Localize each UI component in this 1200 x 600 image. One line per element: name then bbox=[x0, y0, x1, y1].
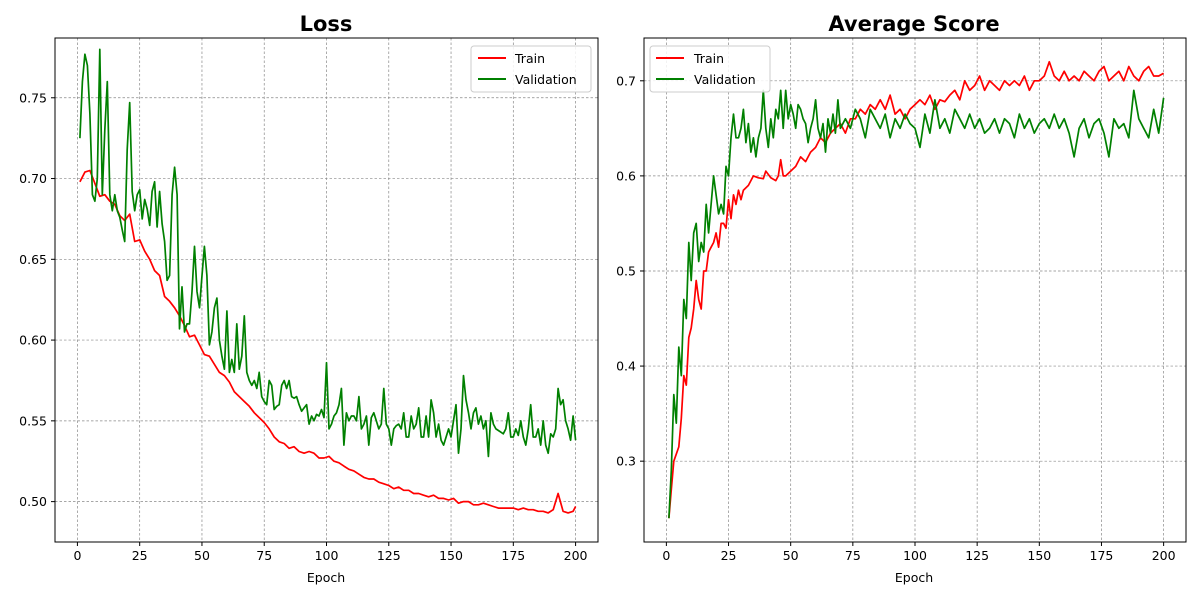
x-tick-label: 25 bbox=[132, 548, 148, 563]
legend-label-validation: Validation bbox=[694, 72, 756, 87]
ticks-group: 0 25 50 75 100 125 150 175 200 0.3 0.4 0.5 0.6 0.7 bbox=[616, 73, 1175, 563]
legend-label-validation: Validation bbox=[515, 72, 577, 87]
legend: Train Validation bbox=[649, 45, 771, 93]
x-tick-label: 75 bbox=[845, 548, 861, 563]
x-tick-label: 0 bbox=[662, 548, 670, 563]
x-axis-label: Epoch bbox=[895, 570, 933, 585]
x-tick-label: 50 bbox=[194, 548, 210, 563]
legend: Train Validation bbox=[470, 45, 592, 93]
x-tick-label: 100 bbox=[315, 548, 339, 563]
average-score-chart: Average Score 0 25 50 75 100 125 150 175 2000.30… bbox=[616, 12, 1187, 585]
x-tick-label: 200 bbox=[564, 548, 588, 563]
chart-title: Loss bbox=[300, 12, 353, 36]
x-tick-label: 125 bbox=[965, 548, 989, 563]
y-tick-label: 0.55 bbox=[19, 413, 47, 428]
y-tick-label: 0.4 bbox=[616, 359, 636, 374]
grid bbox=[644, 38, 1186, 542]
x-tick-label: 175 bbox=[1090, 548, 1114, 563]
x-tick-label: 75 bbox=[256, 548, 272, 563]
axes-frame bbox=[643, 37, 1187, 543]
axes-frame bbox=[54, 37, 599, 543]
x-tick-label: 50 bbox=[783, 548, 799, 563]
loss-chart: Loss 0 25 50 75 100 125 150 175 2000.500.550.600… bbox=[19, 12, 599, 585]
x-tick-label: 150 bbox=[1027, 548, 1051, 563]
series-line-train bbox=[79, 169, 577, 514]
series-group bbox=[668, 60, 1165, 519]
y-tick-label: 0.75 bbox=[19, 90, 47, 105]
x-axis-label: Epoch bbox=[307, 570, 345, 585]
x-tick-label: 200 bbox=[1152, 548, 1176, 563]
y-tick-label: 0.50 bbox=[19, 494, 47, 509]
x-tick-label: 0 bbox=[73, 548, 81, 563]
x-tick-label: 150 bbox=[439, 548, 463, 563]
y-tick-label: 0.5 bbox=[616, 263, 636, 278]
chart-title: Average Score bbox=[828, 12, 999, 36]
y-tick-label: 0.70 bbox=[19, 171, 47, 186]
series-group bbox=[79, 48, 577, 514]
y-tick-label: 0.60 bbox=[19, 333, 47, 348]
series-line-validation bbox=[668, 89, 1165, 519]
x-tick-label: 100 bbox=[903, 548, 927, 563]
y-tick-label: 0.7 bbox=[616, 73, 636, 88]
y-tick-label: 0.3 bbox=[616, 454, 636, 469]
x-tick-label: 125 bbox=[377, 548, 401, 563]
y-tick-label: 0.6 bbox=[616, 168, 636, 183]
legend-label-train: Train bbox=[693, 51, 724, 66]
grid bbox=[55, 38, 598, 542]
series-line-validation bbox=[79, 48, 577, 458]
legend-label-train: Train bbox=[514, 51, 545, 66]
x-tick-label: 25 bbox=[721, 548, 737, 563]
y-tick-label: 0.65 bbox=[19, 252, 47, 267]
series-line-train bbox=[668, 60, 1165, 519]
ticks-group: 0 25 50 75 100 125 150 175 200 0.50 0.55 0.60 0.65 0.… bbox=[19, 90, 587, 563]
x-tick-label: 175 bbox=[501, 548, 525, 563]
